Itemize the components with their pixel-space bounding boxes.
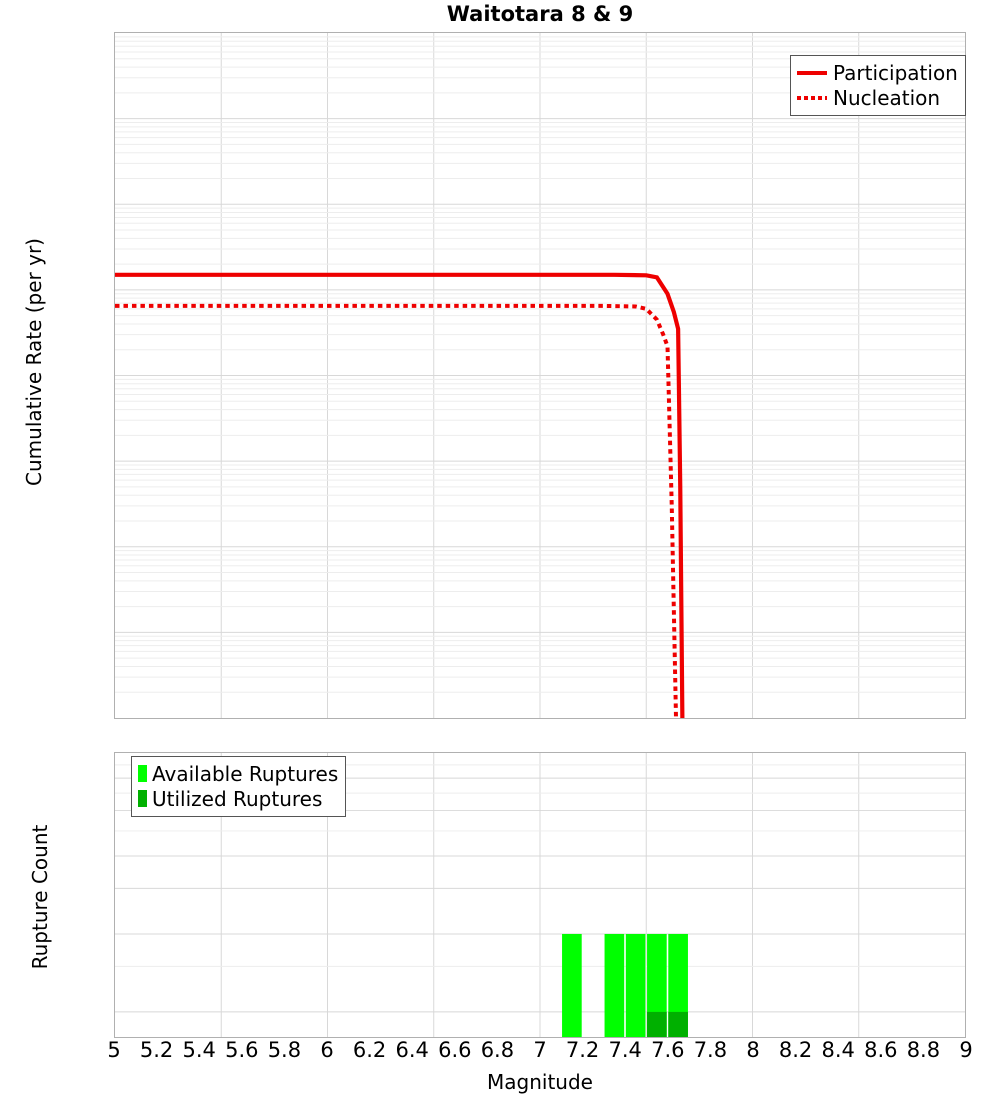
xtick-6.2: 6.2 [353, 1040, 386, 1061]
utilized-swatch-icon [138, 790, 147, 807]
solid-line-icon [797, 71, 827, 75]
xtick-8.8: 8.8 [907, 1040, 940, 1061]
xtick-6.6: 6.6 [438, 1040, 471, 1061]
rupture-legend: Available Ruptures Utilized Ruptures [131, 756, 346, 817]
xtick-8: 8 [746, 1040, 759, 1061]
xtick-7.2: 7.2 [566, 1040, 599, 1061]
xtick-7: 7 [533, 1040, 546, 1061]
x-axis-tick-labels: 5 5.2 5.4 5.6 5.8 6 6.2 6.4 6.6 6.8 7 7.2 7.4 7.6 7.8 8… [0, 1040, 1000, 1070]
top-panel-y-axis-label: Cumulative Rate (per yr) [22, 232, 46, 492]
xtick-8.4: 8.4 [821, 1040, 854, 1061]
page-title: Waitotara 8 & 9 [114, 2, 966, 26]
xtick-6.8: 6.8 [481, 1040, 514, 1061]
xtick-5: 5 [107, 1040, 120, 1061]
available-swatch-icon [138, 765, 147, 782]
xtick-5.4: 5.4 [182, 1040, 215, 1061]
xtick-7.4: 7.4 [608, 1040, 641, 1061]
xtick-7.6: 7.6 [651, 1040, 684, 1061]
xtick-8.2: 8.2 [779, 1040, 812, 1061]
available-bar [562, 934, 582, 1037]
utilized-bar [647, 1012, 667, 1037]
available-bar [626, 934, 646, 1037]
bottom-panel-y-axis-label: Rupture Count [28, 797, 52, 997]
dotted-line-icon [797, 96, 827, 100]
xtick-6: 6 [320, 1040, 333, 1061]
legend-label-nucleation: Nucleation [833, 86, 940, 110]
legend-label-utilized: Utilized Ruptures [152, 787, 322, 811]
x-axis-label: Magnitude [114, 1070, 966, 1094]
curve-legend: Participation Nucleation [790, 55, 966, 116]
xtick-9: 9 [959, 1040, 972, 1061]
xtick-6.4: 6.4 [395, 1040, 428, 1061]
bottom-panel-ytick-labels: 101864321008 [0, 0, 108, 1100]
xtick-5.8: 5.8 [268, 1040, 301, 1061]
legend-item-participation: Participation [797, 60, 958, 85]
legend-item-nucleation: Nucleation [797, 85, 958, 110]
legend-label-available: Available Ruptures [152, 762, 338, 786]
mfd-curves [115, 33, 965, 718]
cumulative-rate-plot [114, 32, 966, 719]
xtick-8.6: 8.6 [864, 1040, 897, 1061]
xtick-7.8: 7.8 [694, 1040, 727, 1061]
utilized-bar [668, 1012, 688, 1037]
xtick-5.6: 5.6 [225, 1040, 258, 1061]
available-bar [605, 934, 625, 1037]
legend-item-utilized: Utilized Ruptures [138, 786, 338, 811]
figure-root: Waitotara 8 & 9 10-210-310-410-510-610-7… [0, 0, 1000, 1100]
legend-item-available: Available Ruptures [138, 761, 338, 786]
xtick-5.2: 5.2 [140, 1040, 173, 1061]
legend-label-participation: Participation [833, 61, 958, 85]
